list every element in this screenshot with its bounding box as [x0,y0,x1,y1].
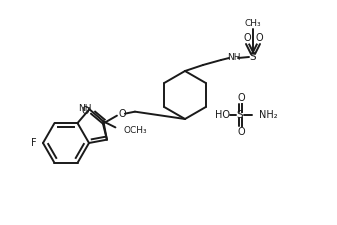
Text: O: O [237,93,245,103]
Text: CH₃: CH₃ [245,18,261,27]
Text: O: O [255,33,263,43]
Text: O: O [243,33,251,43]
Text: NH: NH [79,104,92,113]
Text: O: O [118,109,126,119]
Text: O: O [237,127,245,137]
Text: NH₂: NH₂ [259,110,278,120]
Text: S: S [237,110,243,120]
Text: NH: NH [227,54,241,63]
Text: HO: HO [215,110,230,120]
Text: O: O [81,106,89,116]
Text: S: S [250,52,256,62]
Text: OCH₃: OCH₃ [123,126,147,135]
Text: F: F [31,138,37,148]
